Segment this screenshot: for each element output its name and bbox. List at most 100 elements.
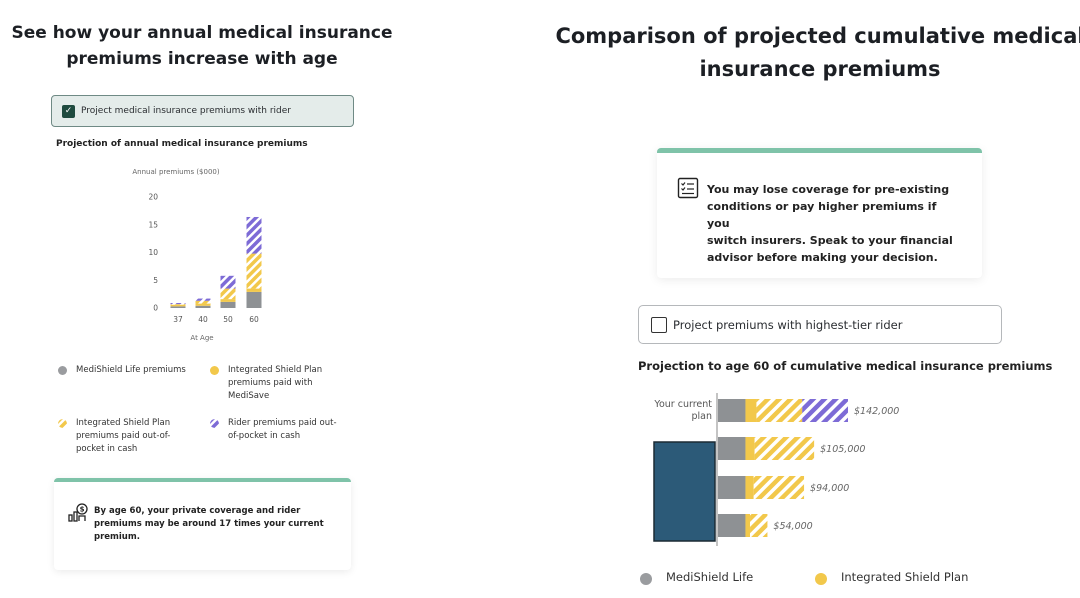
summary-line: By age 60, your private coverage and rid… xyxy=(94,506,301,516)
bar-segment xyxy=(170,304,186,307)
summary-line: premiums may be around 17 times your cur… xyxy=(94,519,324,529)
warning-line: conditions or pay higher premiums if you xyxy=(707,200,937,230)
legend-label: Rider premiums paid out- of-pocket in ca… xyxy=(228,417,337,443)
right-title-line-1: Comparison of projected cumulative medic… xyxy=(555,24,1080,48)
warning-card: You may lose coverage for pre-existing c… xyxy=(657,148,982,278)
legend-label: Integrated Shield Plan xyxy=(841,570,969,584)
legend-label-line: premiums paid out-of- xyxy=(76,431,171,441)
highlight-block xyxy=(653,441,716,542)
bar-segment xyxy=(718,437,746,460)
left-chart-xlabel: At Age xyxy=(190,334,213,342)
legend-label: MediShield Life premiums xyxy=(76,364,186,377)
hatched-purple-dot-icon xyxy=(210,419,219,428)
warning-line: advisor before making your decision. xyxy=(707,251,938,264)
checkmark-icon[interactable]: ✓ xyxy=(62,104,75,118)
legend-item-isp-right: Integrated Shield Plan xyxy=(815,571,968,585)
bar-segment xyxy=(745,437,755,460)
legend-item-medishield-life: MediShield Life premiums xyxy=(58,364,208,377)
checklist-icon xyxy=(677,177,699,199)
bar-segment xyxy=(750,514,768,537)
legend-label: Integrated Shield Plan premiums paid out… xyxy=(76,417,170,456)
legend-label-line: MediSave xyxy=(228,391,270,401)
legend-label-line: Rider premiums paid out- xyxy=(228,418,337,428)
summary-text: By age 60, your private coverage and rid… xyxy=(94,505,334,544)
bar-segment xyxy=(753,476,805,499)
bar-segment xyxy=(220,299,236,302)
legend-item-isp-cash: Integrated Shield Plan premiums paid out… xyxy=(58,417,208,456)
y-tick-label: 20 xyxy=(148,193,158,202)
left-title-line-2: premiums increase with age xyxy=(66,49,338,69)
savings-growth-icon: $ xyxy=(68,503,88,522)
bar-segment xyxy=(745,514,751,537)
legend-label-line: pocket in cash xyxy=(76,444,138,454)
gray-dot-icon xyxy=(640,573,652,585)
yellow-dot-icon xyxy=(815,573,827,585)
cumulative-chart-heading: Projection to age 60 of cumulative medic… xyxy=(638,359,1053,373)
warning-text: You may lose coverage for pre-existing c… xyxy=(707,181,957,266)
x-tick-label: 37 xyxy=(173,315,183,324)
yellow-dot-icon xyxy=(210,366,219,375)
legend-label-line: of-pocket in cash xyxy=(228,431,301,441)
unchecked-box-icon[interactable] xyxy=(651,316,667,333)
gray-dot-icon xyxy=(58,366,67,375)
x-tick-label: 40 xyxy=(198,315,208,324)
annual-chart-heading: Projection of annual medical insurance p… xyxy=(56,139,308,149)
bar-segment xyxy=(718,476,746,499)
rider-checkbox-toggle[interactable]: ✓ Project medical insurance premiums wit… xyxy=(51,95,354,127)
bar-segment xyxy=(246,288,262,292)
y-tick-label: 10 xyxy=(148,248,158,257)
highest-tier-rider-label: Project premiums with highest-tier rider xyxy=(673,317,903,332)
y-tick-label: 15 xyxy=(148,220,158,229)
bar-segment xyxy=(195,303,211,306)
left-chart-ylabel: Annual premiums ($000) xyxy=(132,168,219,176)
summary-line: premium. xyxy=(94,532,140,542)
bar-segment xyxy=(754,437,815,460)
bar-segment xyxy=(718,399,746,422)
left-title-line-1: See how your annual medical insurance xyxy=(11,23,393,43)
current-plan-label-line-1: Your current xyxy=(653,399,712,410)
legend-label-line: premiums paid with xyxy=(228,378,313,388)
total-value-label: $94,000 xyxy=(810,483,849,494)
legend-label: Integrated Shield Plan premiums paid wit… xyxy=(228,364,322,403)
legend-label-line: Integrated Shield Plan xyxy=(76,418,171,428)
legend-item-isp-medisave: Integrated Shield Plan premiums paid wit… xyxy=(210,364,358,403)
current-plan-label-line-2: plan xyxy=(691,411,712,422)
bar-segment xyxy=(220,301,236,308)
bar-segment xyxy=(220,275,236,289)
bar-segment xyxy=(246,291,262,308)
legend-item-rider-cash: Rider premiums paid out- of-pocket in ca… xyxy=(210,417,358,443)
svg-text:$: $ xyxy=(80,506,85,514)
bar-segment xyxy=(756,399,803,422)
x-tick-label: 60 xyxy=(249,315,259,324)
right-title-line-2: insurance premiums xyxy=(699,57,941,81)
right-page-title: Comparison of projected cumulative medic… xyxy=(548,20,1080,86)
legend-item-medishield-life-right: MediShield Life xyxy=(640,571,753,585)
y-tick-label: 0 xyxy=(153,304,158,313)
highest-tier-rider-checkbox[interactable]: Project premiums with highest-tier rider xyxy=(638,305,1002,344)
bar-segment xyxy=(170,303,186,305)
warning-line: switch insurers. Speak to your financial xyxy=(707,234,953,247)
bar-segment xyxy=(170,304,186,305)
cumulative-premiums-chart: $142,000 $105,000 $94,000 $54,000 Your curr… xyxy=(653,393,899,546)
hatched-yellow-dot-icon xyxy=(58,419,67,428)
bar-segment xyxy=(220,288,236,300)
total-value-label: $105,000 xyxy=(820,444,865,455)
y-tick-label: 5 xyxy=(153,276,158,285)
bar-segment xyxy=(246,216,262,254)
bar-segment xyxy=(718,514,746,537)
x-tick-label: 50 xyxy=(223,315,233,324)
bar-segment xyxy=(195,298,211,301)
total-value-label: $54,000 xyxy=(773,521,812,532)
annual-chart-legend: MediShield Life premiums Integrated Shie… xyxy=(58,364,358,464)
bar-segment xyxy=(195,305,211,308)
bar-segment xyxy=(802,399,848,422)
legend-label-line: Integrated Shield Plan xyxy=(228,365,323,375)
bar-segment xyxy=(170,306,186,308)
annual-premiums-chart: Annual premiums ($000) 0 5 10 15 20 37 40 50 60… xyxy=(132,168,262,342)
bar-segment xyxy=(745,399,757,422)
legend-label-line: MediShield Life premiums xyxy=(76,365,186,375)
bar-segment xyxy=(246,253,262,289)
rider-checkbox-label: Project medical insurance premiums with … xyxy=(81,106,292,116)
bar-segment xyxy=(195,300,211,304)
warning-line: You may lose coverage for pre-existing xyxy=(707,183,950,196)
